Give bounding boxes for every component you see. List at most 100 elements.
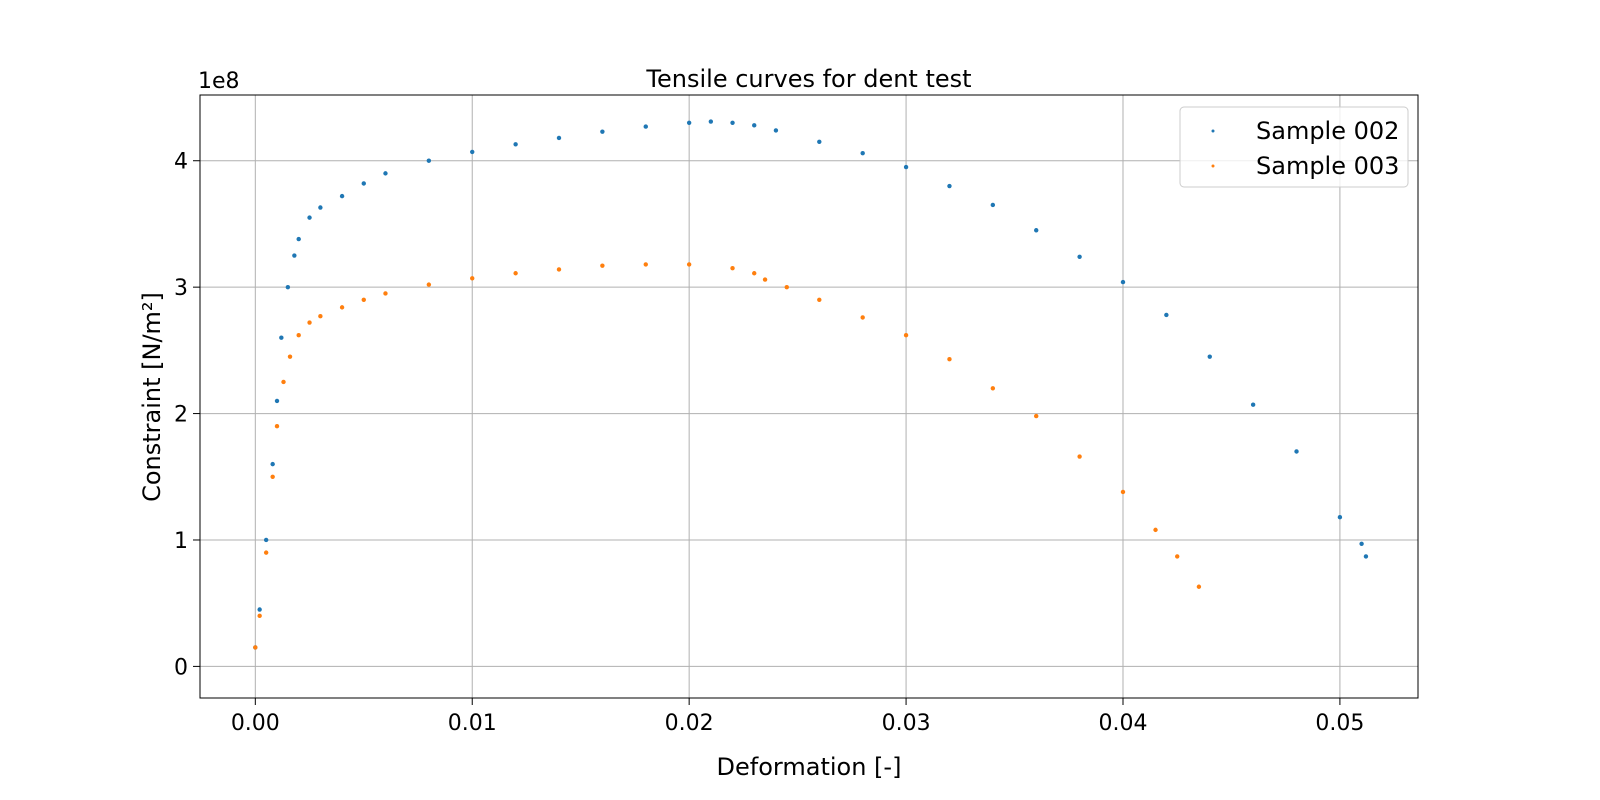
data-point <box>730 120 735 126</box>
data-point <box>383 171 388 176</box>
chart-title: Tensile curves for dent test <box>645 65 971 93</box>
legend-box <box>1179 106 1409 188</box>
data-point <box>296 332 301 338</box>
data-point <box>270 461 275 467</box>
legend-marker-sample-003 <box>1211 164 1215 168</box>
series-sample-003 <box>253 262 1202 650</box>
data-points <box>253 119 1369 650</box>
data-point <box>426 158 432 163</box>
data-point <box>903 332 909 338</box>
data-point <box>643 262 648 267</box>
series-sample-002 <box>253 119 1369 650</box>
data-point <box>1359 541 1364 546</box>
data-point <box>287 354 293 359</box>
data-point <box>556 135 562 141</box>
data-point <box>600 263 605 268</box>
data-point <box>773 128 779 133</box>
data-point <box>318 205 323 210</box>
data-point <box>1294 449 1299 454</box>
data-point <box>339 305 345 310</box>
data-point <box>817 139 822 144</box>
data-point <box>270 474 275 479</box>
data-point <box>784 284 789 290</box>
data-point <box>600 129 605 134</box>
legend-label-sample-003: Sample 003 <box>1256 152 1399 180</box>
data-point <box>257 613 262 619</box>
data-point <box>1337 515 1343 520</box>
data-point <box>296 236 301 242</box>
data-point <box>1250 402 1256 407</box>
data-point <box>257 607 262 612</box>
data-point <box>281 379 286 385</box>
x-tick-label: 0.01 <box>448 711 497 736</box>
data-point <box>752 271 757 276</box>
data-point <box>860 150 865 156</box>
y-tick-label: 3 <box>174 276 188 301</box>
data-point <box>1077 454 1082 459</box>
data-point <box>1077 254 1082 260</box>
x-tick-label: 0.05 <box>1315 711 1364 736</box>
data-point <box>990 202 996 208</box>
data-point <box>708 119 714 124</box>
legend-marker-sample-002 <box>1211 129 1215 133</box>
data-point <box>752 123 757 128</box>
data-point <box>686 120 692 126</box>
data-point <box>990 386 996 391</box>
data-point <box>470 149 475 155</box>
data-point <box>1164 312 1169 318</box>
data-point <box>279 335 284 340</box>
x-axis-label: Deformation [-] <box>717 753 902 781</box>
data-point <box>817 297 822 302</box>
data-point <box>263 550 269 555</box>
data-point <box>860 315 865 320</box>
data-point <box>686 262 692 267</box>
x-tick-label: 0.04 <box>1098 711 1147 736</box>
data-point <box>730 265 735 271</box>
legend-label-sample-002: Sample 002 <box>1256 117 1399 145</box>
x-tick-label: 0.00 <box>231 711 280 736</box>
data-point <box>383 291 388 296</box>
data-point <box>426 282 432 287</box>
y-axis-label: Constraint [N/m²] <box>138 292 166 502</box>
legend: Sample 002 Sample 003 <box>1179 106 1409 188</box>
data-point <box>947 357 952 362</box>
y-tick-label: 2 <box>174 403 188 428</box>
data-point <box>361 181 366 186</box>
data-point <box>361 297 366 302</box>
data-point <box>292 253 297 258</box>
plot-area-frame <box>199 94 1419 699</box>
data-point <box>263 537 269 543</box>
data-point <box>307 215 312 220</box>
data-point <box>1153 527 1158 533</box>
data-point <box>1120 279 1126 285</box>
data-point <box>762 277 768 282</box>
data-point <box>643 124 648 129</box>
data-point <box>1196 584 1202 589</box>
data-point <box>253 645 258 650</box>
data-point <box>513 142 518 147</box>
data-point <box>307 320 312 325</box>
y-tick-label: 0 <box>174 655 188 680</box>
data-point <box>1120 489 1126 495</box>
data-point <box>1034 228 1039 233</box>
data-point <box>470 276 475 281</box>
data-point <box>274 398 280 404</box>
y-tick-label: 4 <box>174 150 188 175</box>
data-point <box>318 314 323 319</box>
data-point <box>1207 354 1212 359</box>
data-point <box>274 424 280 429</box>
data-point <box>1175 554 1180 559</box>
x-tick-label: 0.02 <box>665 711 714 736</box>
data-point <box>285 284 291 290</box>
data-point <box>556 267 562 272</box>
y-axis-offset-text: 1e8 <box>198 69 240 94</box>
x-tick-label: 0.03 <box>882 711 931 736</box>
data-point <box>903 164 909 170</box>
data-point <box>1034 413 1039 419</box>
axis-ticks: 0.00 0.01 0.02 0.03 0.04 0.05 0 1 2 3 4 <box>174 150 1364 736</box>
data-point <box>1363 554 1369 559</box>
data-point <box>513 271 518 276</box>
data-point <box>947 183 952 189</box>
